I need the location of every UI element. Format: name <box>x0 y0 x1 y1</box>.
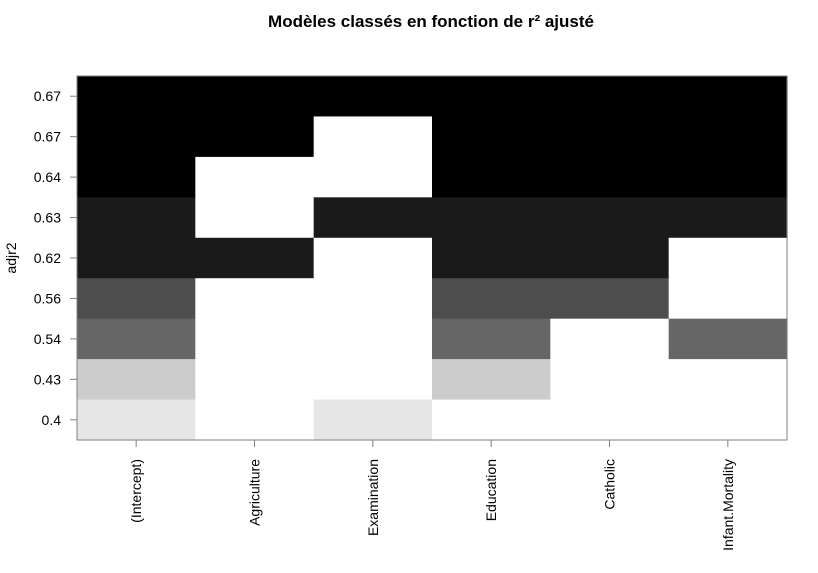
heatmap-cell <box>77 278 196 320</box>
heatmap-cell <box>77 156 196 198</box>
plot-frame <box>76 75 788 441</box>
x-tick-label: (Intercept) <box>128 459 144 523</box>
heatmap-cell <box>432 359 551 401</box>
heatmap-cell <box>195 359 315 401</box>
heatmap-cell <box>550 278 670 320</box>
x-tick-label: Agriculture <box>247 459 263 526</box>
heatmap-cell <box>668 237 788 279</box>
y-tick-label: 0.43 <box>34 371 61 387</box>
heatmap-cell <box>195 318 315 360</box>
y-tick-label: 0.63 <box>34 210 61 226</box>
heatmap-cell <box>550 197 670 239</box>
heatmap-cell <box>313 237 433 279</box>
heatmap-cell <box>77 197 196 239</box>
heatmap-cell <box>77 399 196 441</box>
x-tick-label: Examination <box>365 459 381 536</box>
x-tick-label: Infant.Mortality <box>720 459 736 551</box>
heatmap-cell <box>195 76 315 118</box>
heatmap-cell <box>195 116 315 158</box>
heatmap-cell <box>550 359 670 401</box>
heatmap-cell <box>432 76 551 118</box>
heatmap-cell <box>432 116 551 158</box>
chart-title: Modèles classés en fonction de r² ajusté <box>268 12 594 31</box>
heatmap-cell <box>313 318 433 360</box>
heatmap-cell <box>668 359 788 401</box>
heatmap-cell <box>432 197 551 239</box>
heatmap-cell <box>668 278 788 320</box>
y-tick-label: 0.54 <box>34 331 61 347</box>
x-axis: (Intercept) Agriculture Examination Educati… <box>128 440 736 551</box>
heatmap-cell <box>77 237 196 279</box>
heatmap-cell <box>550 237 670 279</box>
y-tick-label: 0.56 <box>34 290 61 306</box>
heatmap-cell <box>432 318 551 360</box>
heatmap-cell <box>668 116 788 158</box>
heatmap-cell <box>550 156 670 198</box>
y-tick-label: 0.67 <box>34 129 61 145</box>
heatmap-cell <box>668 399 788 441</box>
heatmap-cells <box>77 76 788 441</box>
heatmap-cell <box>432 278 551 320</box>
heatmap-cell <box>313 278 433 320</box>
heatmap-cell <box>550 318 670 360</box>
heatmap-cell <box>668 76 788 118</box>
heatmap-cell <box>313 359 433 401</box>
y-axis-label: adjr2 <box>3 242 19 273</box>
heatmap-cell <box>77 359 196 401</box>
heatmap-cell <box>432 156 551 198</box>
heatmap-cell <box>550 76 670 118</box>
y-tick-label: 0.4 <box>42 412 62 428</box>
heatmap-cell <box>77 76 196 118</box>
heatmap-cell <box>195 197 315 239</box>
heatmap-cell <box>195 399 315 441</box>
y-tick-label: 0.67 <box>34 88 61 104</box>
heatmap-cell <box>668 156 788 198</box>
heatmap-cell <box>432 399 551 441</box>
heatmap-cell <box>550 116 670 158</box>
heatmap-cell <box>77 116 196 158</box>
heatmap-cell <box>668 197 788 239</box>
y-tick-label: 0.64 <box>34 169 61 185</box>
heatmap-cell <box>313 76 433 118</box>
heatmap-cell <box>313 197 433 239</box>
heatmap-cell <box>668 318 788 360</box>
heatmap-cell <box>313 116 433 158</box>
heatmap-cell <box>313 156 433 198</box>
y-axis: 0.67 0.67 0.64 0.63 0.62 0.56 0.54 0.43 0.4 <box>34 88 77 428</box>
heatmap-cell <box>313 399 433 441</box>
heatmap-cell <box>77 318 196 360</box>
y-tick-label: 0.62 <box>34 250 61 266</box>
heatmap-cell <box>195 237 315 279</box>
heatmap-cell <box>432 237 551 279</box>
heatmap-cell <box>550 399 670 441</box>
heatmap-cell <box>195 156 315 198</box>
heatmap-cell <box>195 278 315 320</box>
x-tick-label: Education <box>483 459 499 521</box>
x-tick-label: Catholic <box>602 459 618 510</box>
